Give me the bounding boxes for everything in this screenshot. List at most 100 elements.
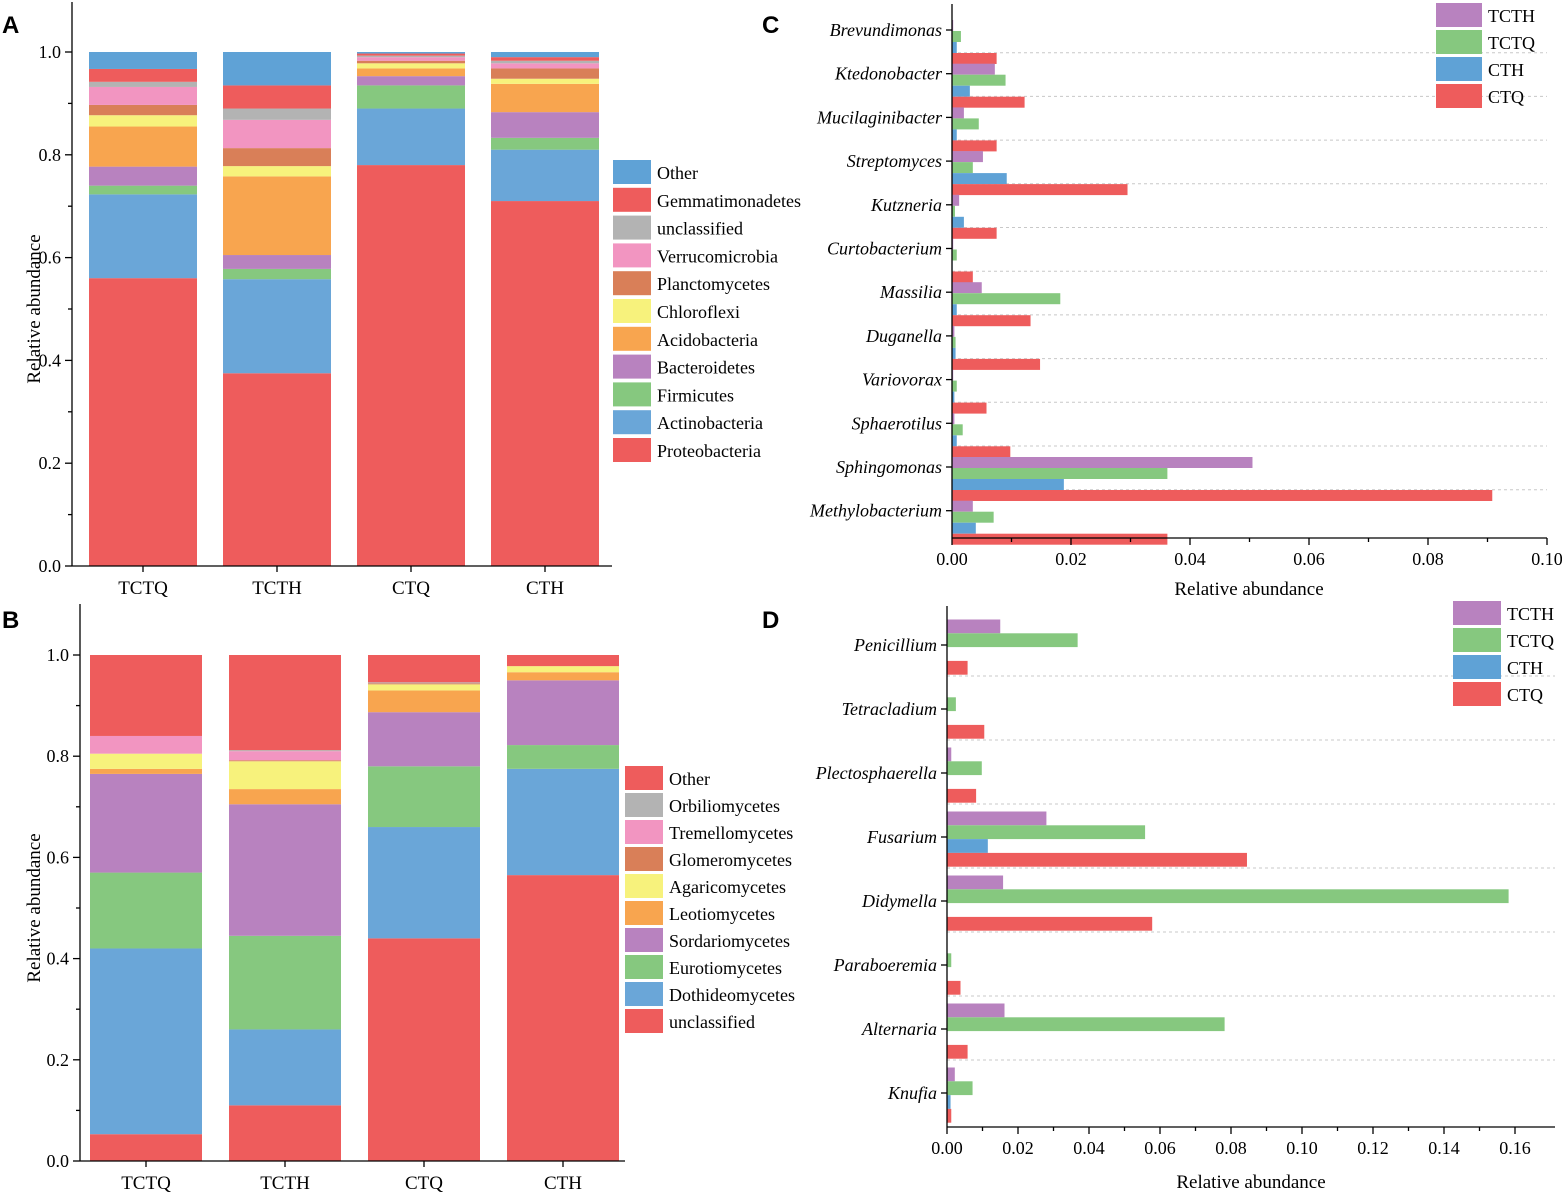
bar-cth — [947, 1095, 951, 1109]
bar-cth — [952, 391, 955, 403]
bar-tctq — [947, 697, 956, 712]
y-tick-label: 0.4 — [39, 350, 62, 370]
bar-segment-acidobacteria — [357, 68, 465, 77]
legend-swatch-cth — [1436, 57, 1482, 81]
bar-cth — [952, 42, 957, 53]
chart-panel-c: Brevundimonas Ktedonobacter Mucilaginibact… — [809, 3, 1562, 600]
y-category-label: Duganella — [865, 326, 942, 346]
bar-ctq — [952, 227, 997, 239]
y-category-label: Fusarium — [866, 827, 937, 847]
y-tick-label: 0.0 — [39, 556, 62, 576]
bar-tctq — [952, 380, 957, 392]
bar-ctq — [952, 402, 987, 414]
bar-segment-proteobacteria — [491, 201, 599, 566]
legend-swatch-unclassified — [625, 1009, 663, 1033]
panel-label-b: B — [2, 607, 19, 634]
y-category-label: Paraboeremia — [833, 955, 937, 975]
y-tick-label: 1.0 — [47, 645, 70, 665]
legend-swatch-actinobacteria — [613, 410, 651, 435]
bar-segment-leotiomycetes — [507, 672, 619, 681]
bar-segment-sordariomycetes — [90, 773, 202, 873]
bar-segment-agaricomycetes — [229, 761, 341, 790]
bar-ctq — [947, 660, 968, 675]
y-axis-label: Relative abundance — [24, 234, 45, 383]
legend-label-proteobacteria: Proteobacteria — [657, 441, 761, 461]
y-tick-label: 0.2 — [39, 453, 62, 473]
bar-segment-other — [90, 655, 202, 736]
chart-panel-d: Penicillium Tetracladium Plectosphaerella F… — [815, 601, 1555, 1192]
bar-cth — [952, 435, 957, 447]
x-axis-label: Relative abundance — [1174, 579, 1323, 600]
legend-swatch-eurotiomycetes — [625, 955, 663, 979]
panel-label-a: A — [2, 12, 19, 39]
x-tick-label: TCTQ — [121, 1173, 171, 1192]
legend: TCTH TCTQ CTH CTQ — [1436, 3, 1535, 108]
bar-tctq — [952, 118, 979, 130]
legend-swatch-ctq — [1453, 682, 1501, 706]
x-tick-label: 0.16 — [1499, 1138, 1531, 1158]
legend-swatch-dothideomycetes — [625, 982, 663, 1006]
legend-swatch-ctq — [1436, 84, 1482, 108]
bar-segment-glomeromycetes — [368, 683, 480, 685]
bar-segment-firmicutes — [89, 185, 197, 195]
bar-tcth — [952, 63, 995, 75]
bar-segment-agaricomycetes — [90, 753, 202, 769]
bar-segment-sordariomycetes — [229, 804, 341, 936]
legend-label-actinobacteria: Actinobacteria — [657, 413, 763, 433]
bar-ctq — [952, 490, 1493, 501]
legend-swatch-tctq — [1436, 30, 1482, 54]
legend-swatch-tremellomycetes — [625, 820, 663, 844]
bar-segment-verrucomicrobia — [491, 63, 599, 69]
bar-cth — [952, 173, 1007, 185]
bar-tcth — [947, 811, 1047, 826]
bar-segment-proteobacteria — [357, 165, 465, 566]
bar-segment-other — [357, 52, 465, 54]
legend-swatch-firmicutes — [613, 382, 651, 407]
y-tick-label: 0.8 — [39, 145, 62, 165]
legend-label-dothideomycetes: Dothideomycetes — [669, 985, 795, 1005]
bar-tctq — [947, 761, 982, 776]
legend-swatch-planctomycetes — [613, 271, 651, 296]
bar-segment-gemmatimonadetes — [89, 68, 197, 82]
bar-segment-unclassified — [90, 1134, 202, 1161]
x-tick-label: TCTQ — [118, 578, 168, 599]
bar-tctq — [952, 249, 957, 261]
bar-segment-planctomycetes — [491, 68, 599, 79]
legend-label-ctq: CTQ — [1507, 685, 1543, 705]
bar-ctq — [947, 1044, 968, 1059]
legend-label-cth: CTH — [1507, 658, 1543, 678]
legend-label-tcth: TCTH — [1488, 6, 1535, 26]
bar-tctq — [952, 424, 963, 436]
bar-cth — [952, 479, 1064, 490]
bar-segment-firmicutes — [491, 137, 599, 150]
legend-swatch-other — [625, 766, 663, 790]
x-tick-label: 0.06 — [1144, 1138, 1176, 1158]
bar-tctq — [952, 511, 994, 523]
bar-tcth — [952, 107, 964, 119]
bar-tcth — [952, 500, 973, 512]
legend-label-agaricomycetes: Agaricomycetes — [669, 877, 786, 897]
bar-segment-other — [368, 655, 480, 683]
bar-cth — [952, 129, 957, 141]
bar-segment-unclassified — [491, 60, 599, 64]
legend-label-other: Other — [657, 163, 698, 183]
bar-cth — [952, 304, 957, 316]
bar-segment-gemmatimonadetes — [491, 57, 599, 61]
chart-panel-a: TCTQ TCTH CTQ CTH 0.0 0.2 0.4 0.6 0.8 1.0 Relative… — [24, 2, 801, 599]
bar-segment-chloroflexi — [357, 63, 465, 69]
bar-tcth — [947, 1067, 955, 1082]
bar-segment-planctomycetes — [223, 148, 331, 167]
y-category-label: Didymella — [861, 891, 937, 911]
bar-tcth — [947, 1003, 1005, 1018]
bar-tctq — [952, 468, 1168, 479]
bar-segment-actinobacteria — [357, 108, 465, 166]
legend-label-verrucomicrobia: Verrucomicrobia — [657, 246, 778, 266]
bar-segment-bacteroidetes — [89, 166, 197, 186]
bar-segment-eurotiomycetes — [90, 872, 202, 949]
legend-swatch-acidobacteria — [613, 326, 651, 351]
bar-segment-bacteroidetes — [223, 255, 331, 269]
legend: Other Orbiliomycetes Tremellomycetes Glomer… — [625, 766, 795, 1033]
bar-segment-verrucomicrobia — [357, 57, 465, 61]
legend-label-tcth: TCTH — [1507, 604, 1554, 624]
bar-segment-acidobacteria — [89, 126, 197, 167]
